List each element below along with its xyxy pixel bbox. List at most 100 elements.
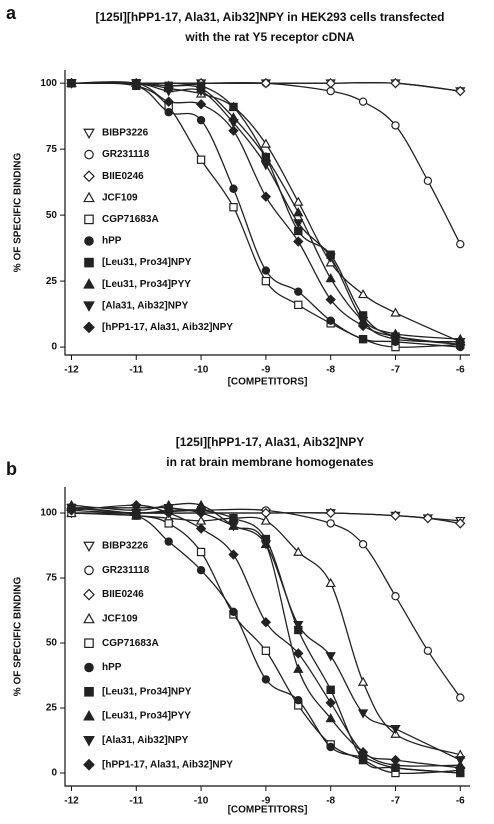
marker (293, 620, 304, 631)
marker (390, 724, 401, 735)
marker (260, 540, 272, 550)
marker (325, 577, 336, 588)
marker (260, 617, 272, 628)
y-tick-label: 25 (46, 276, 58, 287)
legend-label: CGP71683A (102, 214, 159, 225)
marker (390, 754, 401, 766)
marker (261, 646, 271, 656)
legend-label: [Ala31, Aib32]NPY (102, 735, 189, 746)
legend-label: GR231118 (102, 565, 150, 576)
marker (164, 519, 173, 528)
marker (455, 518, 466, 529)
legend-label: [Leu31, Pro34]PYY (102, 279, 191, 290)
marker (164, 108, 173, 117)
marker (325, 78, 336, 89)
panel-label: a (6, 3, 17, 23)
x-tick-label: -10 (194, 796, 209, 807)
marker (261, 266, 271, 275)
marker (455, 762, 466, 773)
x-tick-label: -6 (456, 796, 465, 807)
marker (195, 87, 207, 97)
chart-title: in rat brain membrane homogenates (166, 455, 374, 469)
marker (326, 685, 335, 695)
legend-marker (83, 128, 95, 140)
marker (260, 138, 272, 148)
panel-label: b (6, 459, 17, 479)
marker (325, 253, 336, 263)
marker (195, 509, 207, 519)
x-tick-label: -12 (64, 796, 79, 807)
legend-marker (83, 170, 95, 183)
marker (357, 676, 369, 686)
marker (358, 97, 368, 106)
legend-marker (84, 662, 94, 673)
marker (196, 547, 206, 557)
marker (357, 709, 369, 719)
marker (163, 507, 174, 519)
y-tick-label: 50 (46, 210, 58, 221)
y-tick-label: 100 (40, 78, 57, 89)
chart-title: with the rat Y5 receptor cDNA (184, 30, 354, 44)
x-tick-label: -9 (261, 365, 270, 376)
legend-label: hPP (102, 236, 122, 247)
legend-label: BIBP3226 (102, 128, 149, 139)
legend-marker (83, 758, 95, 771)
y-tick-label: 75 (46, 144, 58, 155)
marker (357, 747, 369, 758)
x-tick-label: -10 (194, 365, 209, 376)
y-tick-label: 0 (51, 342, 57, 353)
marker (357, 320, 369, 332)
legend-label: hPP (102, 662, 122, 673)
marker (326, 742, 335, 752)
x-tick-label: -7 (391, 365, 400, 376)
marker (260, 161, 272, 171)
marker (423, 646, 433, 656)
x-tick-label: -11 (129, 796, 143, 807)
marker (66, 505, 77, 516)
chart-title: [125I][hPP1-17, Ala31, Aib32]NPY (176, 435, 365, 449)
x-tick-label: -7 (391, 796, 400, 807)
legend-marker (84, 638, 94, 648)
marker (196, 115, 206, 125)
x-tick-label: -8 (326, 365, 335, 376)
marker (195, 523, 207, 534)
marker (422, 513, 434, 524)
marker (293, 663, 304, 673)
marker (423, 176, 433, 186)
marker (260, 78, 272, 89)
legend-label: [hPP1-17, Ala31, Aib32]NPY (102, 759, 233, 770)
axes (64, 70, 470, 356)
marker (293, 546, 304, 556)
marker (455, 756, 466, 766)
legend-marker (83, 301, 95, 312)
legend-marker (84, 236, 94, 246)
marker (456, 239, 465, 249)
marker (455, 85, 466, 97)
legend-marker (83, 710, 95, 721)
marker (294, 696, 303, 705)
legend-label: JCF109 (102, 192, 138, 203)
marker (293, 219, 304, 229)
marker (325, 652, 336, 662)
legend-label: GR231118 (102, 149, 150, 160)
marker (326, 86, 335, 96)
marker (325, 294, 336, 305)
marker (293, 207, 304, 217)
legend-label: [Leu31, Pro34]NPY (102, 257, 192, 268)
y-tick-label: 50 (46, 638, 58, 649)
legend-marker (84, 214, 94, 225)
marker (358, 540, 368, 549)
marker (66, 78, 77, 89)
legend-marker (83, 736, 95, 747)
marker (260, 191, 272, 202)
marker (294, 300, 303, 310)
marker (228, 522, 239, 532)
legend-marker (83, 588, 95, 601)
marker (357, 288, 369, 299)
marker (195, 499, 207, 510)
marker (455, 339, 466, 350)
legend-marker (84, 565, 94, 576)
legend-marker (83, 191, 95, 203)
x-tick-label: -8 (326, 796, 335, 807)
legend-label: JCF109 (102, 614, 138, 625)
